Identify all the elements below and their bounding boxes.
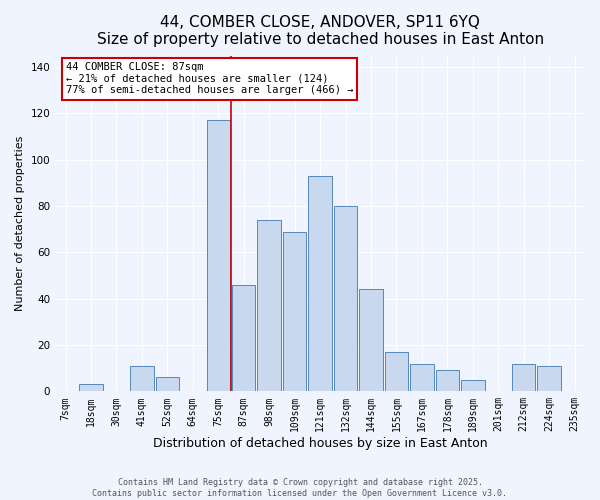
Bar: [538, 366, 561, 392]
Bar: [385, 352, 408, 392]
Bar: [512, 364, 535, 392]
Bar: [206, 120, 230, 392]
Bar: [436, 370, 459, 392]
Text: Contains HM Land Registry data © Crown copyright and database right 2025.
Contai: Contains HM Land Registry data © Crown c…: [92, 478, 508, 498]
Y-axis label: Number of detached properties: Number of detached properties: [15, 136, 25, 311]
Title: 44, COMBER CLOSE, ANDOVER, SP11 6YQ
Size of property relative to detached houses: 44, COMBER CLOSE, ANDOVER, SP11 6YQ Size…: [97, 15, 544, 48]
Bar: [283, 232, 307, 392]
Bar: [359, 290, 383, 392]
Bar: [308, 176, 332, 392]
Bar: [257, 220, 281, 392]
Bar: [79, 384, 103, 392]
Text: 44 COMBER CLOSE: 87sqm
← 21% of detached houses are smaller (124)
77% of semi-de: 44 COMBER CLOSE: 87sqm ← 21% of detached…: [66, 62, 353, 96]
Bar: [410, 364, 434, 392]
Bar: [232, 285, 256, 392]
Bar: [155, 378, 179, 392]
Bar: [334, 206, 357, 392]
X-axis label: Distribution of detached houses by size in East Anton: Distribution of detached houses by size …: [153, 437, 487, 450]
Bar: [130, 366, 154, 392]
Bar: [461, 380, 485, 392]
